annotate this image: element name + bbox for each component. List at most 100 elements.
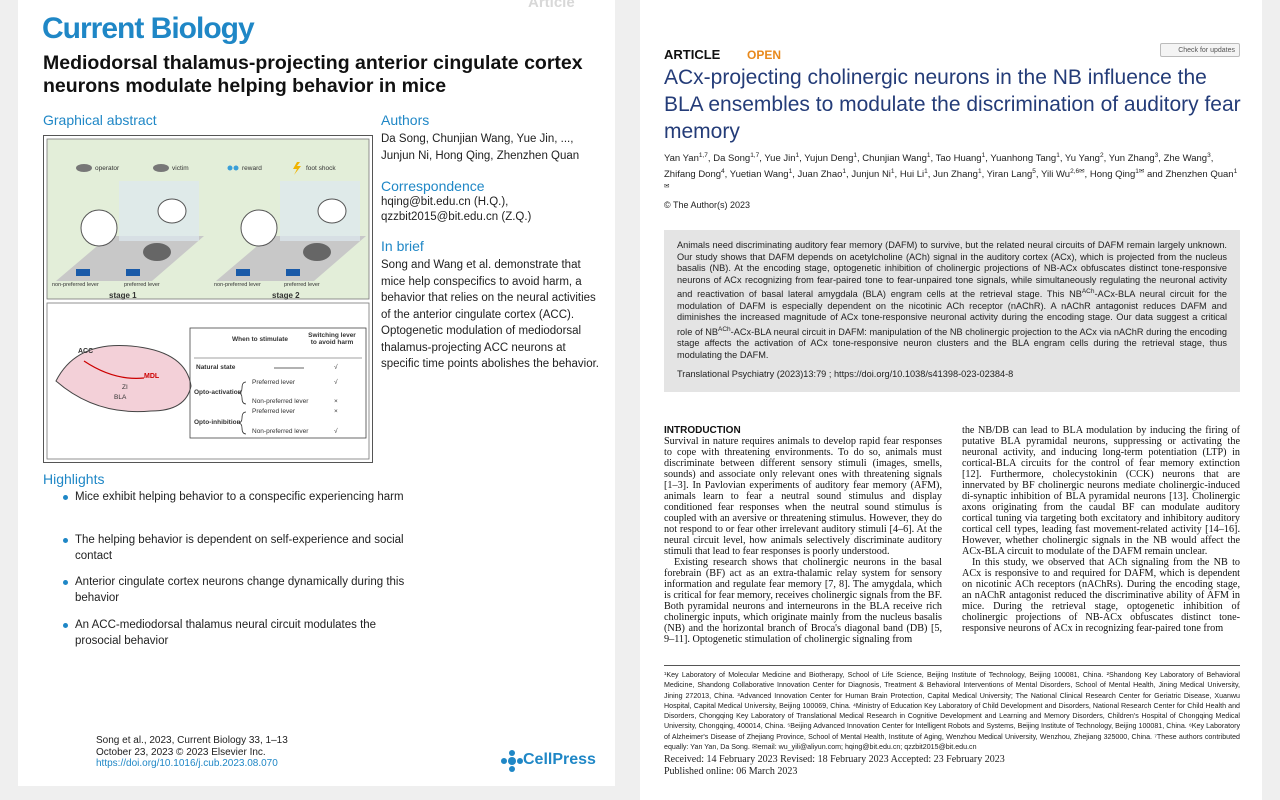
highlight-item: Mice exhibit helping behavior to a consp… [61,489,405,505]
access-label: OPEN [747,48,782,62]
stage-label: stage 2 [272,291,300,300]
footnote-rule [664,665,1240,666]
table-mark: × [334,408,338,415]
author-name: Yujun Deng [804,153,854,165]
table-row-label: Natural state [196,364,236,371]
paragraph: In this study, we observed that ACh sign… [962,557,1240,634]
section-heading: Highlights [43,471,105,487]
table-row-label: Opto-activation [194,389,242,396]
author-affiliation: 3 [1154,152,1159,159]
author-list: Yan Yan1,7, Da Song1,7, Yue Jin1, Yujun … [664,152,1238,191]
right-page: ARTICLE OPEN Check for updates ACx-proje… [640,0,1262,800]
abstract-text: -ACx-BLA neural circuit in DAFM: manipul… [677,326,1227,360]
author-affiliation: 4 [721,167,725,175]
table-option: Preferred lever [252,379,295,386]
brain-label: BLA [114,394,127,401]
body-column: Survival in nature requires animals to d… [664,436,942,645]
lever-label: preferred lever [284,282,320,288]
authors-line: Da Song, Chunjian Wang, Yue Jin, ..., [381,133,574,145]
in-brief: Song and Wang et al. demonstrate that mi… [381,259,599,370]
highlight-item: An ACC-mediodorsal thalamus neural circu… [61,617,405,649]
author-affiliation: 1✉ [664,167,1238,191]
lever-label: preferred lever [124,282,160,288]
author-affiliation: 3 [1207,152,1211,159]
brain-label: ZI [122,384,128,391]
author-name: Junjun Ni [851,168,891,180]
footer-line: Song et al., 2023, Current Biology 33, 1… [96,735,288,746]
affiliations: ¹Key Laboratory of Molecular Medicine an… [664,671,1240,752]
title: ACx-projecting cholinergic neurons in th… [664,66,1241,143]
body-column: the NB/DB can lead to BLA modulation by … [962,425,1240,634]
section-heading: Graphical abstract [43,112,157,128]
title: Mediodorsal thalamus-projecting anterior… [43,52,583,97]
author-name: Yili Wu [1041,168,1071,180]
paragraph: Existing research shows that cholinergic… [664,557,942,645]
table-mark: √ [334,379,338,386]
section-heading: In brief [381,238,424,254]
dates: Received: 14 February 2023 Revised: 18 F… [664,754,1005,765]
ga-drawing [46,138,370,460]
author-affiliation: 5 [1032,167,1036,175]
author-name: Yan Yan [664,153,699,165]
publisher-logo [501,750,523,772]
author-name: Zhe Wang [1163,153,1208,165]
author-name: Tao Huang [935,153,982,165]
superscript: ACh [718,325,731,333]
author-affiliation: 1 [842,167,847,175]
table-option: Non-preferred lever [252,398,309,405]
author-affiliation: 1 [853,152,857,159]
author-affiliation: 1 [981,152,986,159]
brain-label: ACC [78,348,94,355]
table-option: Preferred lever [252,408,295,415]
author-name: Zhifang Dong [664,168,722,180]
graphical-abstract: operator victim reward foot shock non-pr… [43,135,373,463]
abstract-text: Animals need discriminating auditory fea… [677,240,1227,300]
ga-legend: reward [242,165,262,172]
publisher: CellPress [523,751,596,768]
footer: Song et al., 2023, Current Biology 33, 1… [96,735,288,770]
lever-label: non-preferred lever [214,282,261,288]
author-name: Chunjian Wang [862,153,927,165]
author-affiliation: 1✉ [1135,167,1145,175]
doi-link[interactable]: https://doi.org/10.1016/j.cub.2023.08.07… [96,758,278,769]
author-affiliation: 1,7 [698,152,708,159]
stage-label: stage 1 [109,291,137,300]
lever-label: non-preferred lever [52,282,99,288]
table-header: When to stimulate [232,336,288,343]
conjunction: and [1146,168,1163,180]
abstract: Animals need discriminating auditory fea… [677,240,1227,361]
author-name: Yu Yang [1064,153,1100,165]
ga-legend: operator [95,165,120,172]
author-affiliation: 1,7 [750,152,760,159]
author-name: Hui Li [899,168,925,180]
author-affiliation: 1 [924,167,928,175]
table-header: Switching lever to avoid harm [308,332,356,346]
author-affiliation: 1 [926,152,931,159]
table-option: Non-preferred lever [252,428,309,435]
brain-label: MDL [144,373,160,380]
highlight-item: The helping behavior is dependent on sel… [61,532,405,564]
abstract-text: -ACx-BLA neural circuit for the modulati… [677,289,1227,337]
section-heading: Correspondence [381,178,485,194]
author-name: Yuanhong Tang [990,153,1057,165]
author-name: Yue Jin [764,153,796,165]
table-mark: √ [334,428,338,435]
author-affiliation: 2,6✉ [1070,167,1085,175]
header-tag: Article [528,0,575,11]
table-mark: √ [334,364,338,371]
author-name: Hong Qing [1089,168,1136,180]
email: qzzbit2015@bit.edu.cn (Z.Q.) [381,211,532,223]
author-name: Zhenzhen Quan [1165,168,1234,180]
section-heading: INTRODUCTION [664,425,741,436]
section-heading: Authors [381,112,430,128]
author-affiliation: 1 [795,152,800,159]
abstract-box: Animals need discriminating auditory fea… [664,230,1240,392]
footer-line: October 23, 2023 © 2023 Elsevier Inc. [96,746,266,758]
author-affiliation: 1 [890,167,895,175]
ga-legend: victim [172,165,189,172]
update-badge[interactable]: Check for updates [1160,43,1240,57]
paragraph: Survival in nature requires animals to d… [664,436,942,557]
email: hqing@bit.edu.cn (H.Q.), [381,196,509,208]
journal: Current Biology [42,12,255,45]
